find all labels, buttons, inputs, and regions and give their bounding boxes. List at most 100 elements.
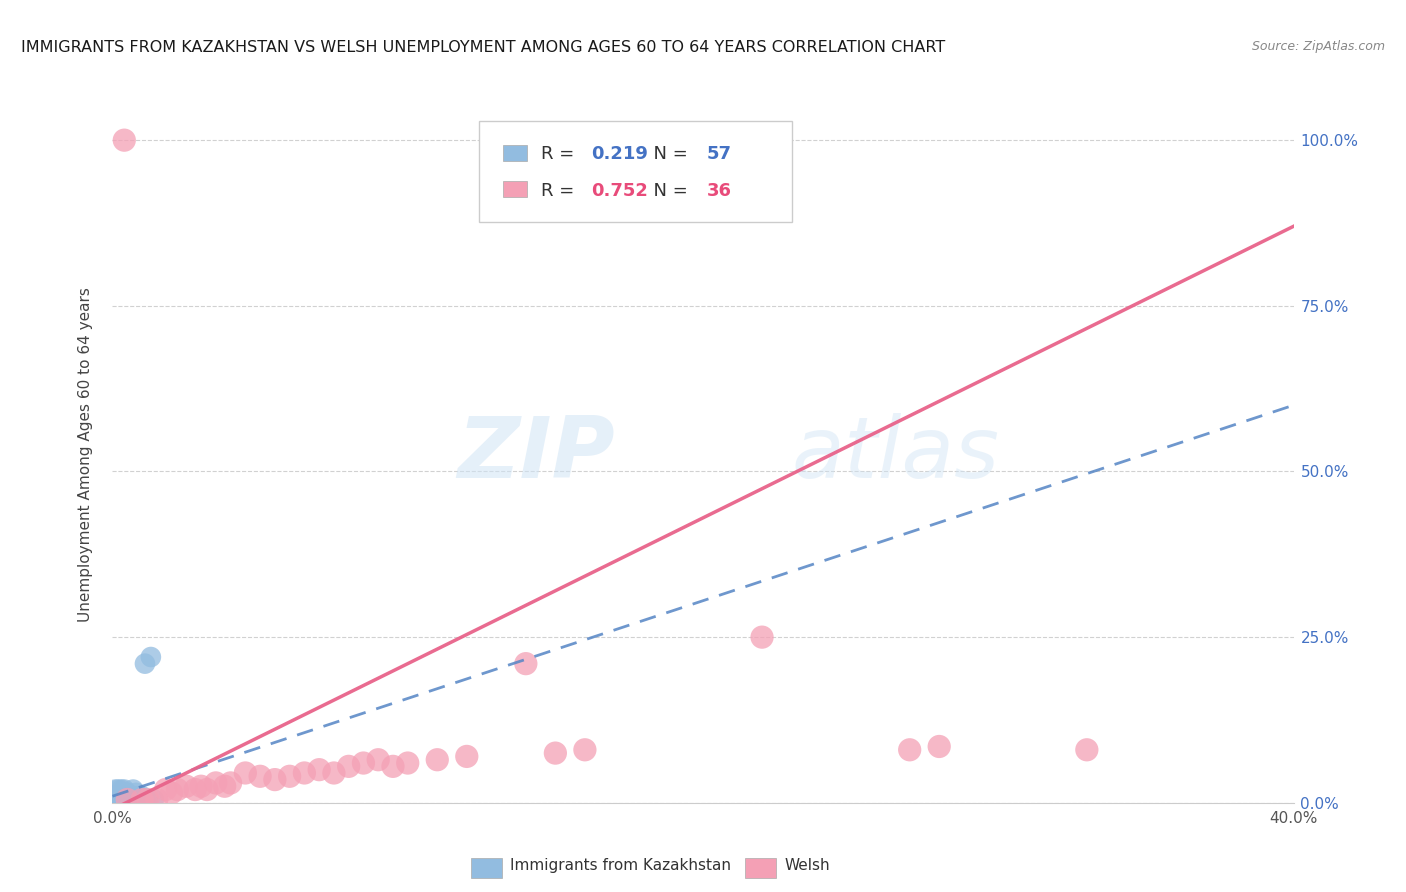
Point [107, 796, 129, 810]
Point [426, 753, 449, 767]
Point [122, 782, 145, 797]
Point [107, 789, 129, 804]
Point [104, 796, 127, 810]
Text: 36: 36 [707, 182, 731, 200]
Point [110, 792, 132, 806]
Point [117, 786, 138, 800]
Text: Welsh: Welsh [785, 858, 830, 872]
Point [101, 796, 124, 810]
Point [101, 796, 124, 810]
Point [107, 782, 129, 797]
Point [101, 789, 124, 804]
Point [110, 786, 132, 800]
Point [136, 792, 159, 806]
Point [110, 796, 132, 810]
Text: R =: R = [541, 145, 581, 163]
Point [898, 743, 921, 757]
Point [104, 796, 127, 810]
Text: 0.752: 0.752 [591, 182, 648, 200]
Point [249, 769, 271, 783]
Point [233, 766, 256, 780]
Point [104, 792, 127, 806]
Point [264, 772, 287, 787]
Point [160, 786, 183, 800]
Point [104, 796, 127, 810]
Text: N =: N = [641, 182, 693, 200]
Point [104, 789, 127, 804]
Point [190, 779, 212, 793]
Point [104, 792, 127, 806]
Point [367, 753, 389, 767]
Text: 57: 57 [707, 145, 731, 163]
Point [120, 796, 142, 810]
Point [184, 782, 207, 797]
Point [139, 650, 162, 665]
FancyBboxPatch shape [478, 121, 792, 222]
FancyBboxPatch shape [503, 181, 527, 197]
Point [142, 792, 165, 806]
Point [104, 796, 127, 810]
Point [134, 657, 156, 671]
Point [174, 779, 197, 793]
Point [107, 796, 129, 810]
Point [112, 782, 135, 797]
Point [278, 769, 301, 783]
Point [104, 796, 127, 810]
Point [136, 792, 159, 806]
Text: atlas: atlas [792, 413, 1000, 497]
Point [101, 796, 124, 810]
Point [122, 792, 145, 806]
Point [544, 746, 567, 760]
Point [131, 792, 153, 806]
Point [214, 779, 236, 793]
Point [120, 792, 142, 806]
Point [574, 743, 596, 757]
Point [107, 789, 129, 804]
Point [928, 739, 950, 754]
Point [195, 782, 218, 797]
Point [112, 133, 135, 147]
Text: 0.219: 0.219 [591, 145, 648, 163]
Text: N =: N = [641, 145, 693, 163]
Point [107, 792, 129, 806]
Point [125, 792, 148, 806]
Text: ZIP: ZIP [457, 413, 614, 497]
Point [110, 789, 132, 804]
Point [382, 759, 405, 773]
Point [308, 763, 330, 777]
Point [146, 792, 169, 806]
Point [117, 792, 138, 806]
Y-axis label: Unemployment Among Ages 60 to 64 years: Unemployment Among Ages 60 to 64 years [79, 287, 93, 623]
Point [110, 796, 132, 810]
Point [107, 796, 129, 810]
Point [396, 756, 419, 770]
Point [112, 796, 135, 810]
Point [117, 792, 138, 806]
Point [205, 776, 228, 790]
Point [125, 796, 148, 810]
Point [155, 782, 177, 797]
Point [117, 789, 138, 804]
Point [128, 792, 150, 806]
Point [101, 796, 124, 810]
Point [166, 782, 188, 797]
Point [337, 759, 360, 773]
FancyBboxPatch shape [503, 145, 527, 161]
Point [131, 789, 153, 804]
Point [323, 766, 346, 780]
Point [352, 756, 374, 770]
Point [107, 792, 129, 806]
Point [110, 782, 132, 797]
Point [125, 786, 148, 800]
Point [101, 796, 124, 810]
Point [101, 792, 124, 806]
Point [219, 776, 242, 790]
Point [1076, 743, 1098, 757]
Point [104, 792, 127, 806]
Point [117, 796, 138, 810]
Point [751, 630, 773, 644]
Point [128, 789, 150, 804]
Point [122, 789, 145, 804]
Text: Source: ZipAtlas.com: Source: ZipAtlas.com [1251, 40, 1385, 54]
Point [101, 792, 124, 806]
